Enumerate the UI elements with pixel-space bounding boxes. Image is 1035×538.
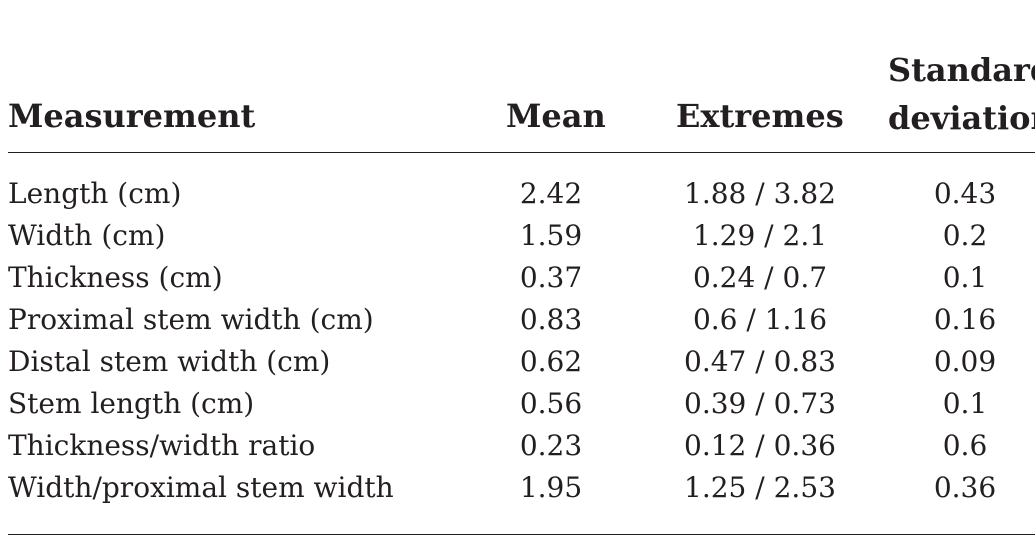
footer-rule [8, 534, 1035, 535]
cell-standard-deviation: 0.6 [942, 429, 988, 462]
cell-mean: 0.37 [519, 261, 583, 294]
cell-extremes: 0.6 / 1.16 [692, 303, 828, 336]
header-standard-deviation-line2: deviation [888, 99, 1035, 137]
cell-standard-deviation: 0.43 [933, 177, 997, 210]
cell-extremes: 0.12 / 0.36 [684, 429, 836, 462]
cell-standard-deviation: 0.09 [933, 345, 997, 378]
cell-measurement: Width/proximal stem width [8, 471, 394, 504]
cell-mean: 0.23 [519, 429, 583, 462]
cell-measurement: Thickness (cm) [8, 261, 223, 294]
table-row: Width/proximal stem width 1.95 1.25 / 2.… [0, 467, 1035, 509]
cell-measurement: Thickness/width ratio [8, 429, 316, 462]
cell-standard-deviation: 0.1 [942, 261, 988, 294]
cell-standard-deviation: 0.36 [933, 471, 997, 504]
cell-standard-deviation: 0.2 [942, 219, 988, 252]
cell-mean: 0.56 [519, 387, 583, 420]
cell-measurement: Proximal stem width (cm) [8, 303, 374, 336]
cell-measurement: Stem length (cm) [8, 387, 255, 420]
table-row: Stem length (cm) 0.56 0.39 / 0.73 0.1 [0, 383, 1035, 425]
cell-extremes: 1.88 / 3.82 [684, 177, 836, 210]
header-measurement: Measurement [8, 97, 256, 135]
cell-measurement: Width (cm) [8, 219, 166, 252]
cell-extremes: 1.29 / 2.1 [692, 219, 828, 252]
cell-extremes: 1.25 / 2.53 [684, 471, 836, 504]
header-extremes: Extremes [676, 97, 844, 135]
cell-mean: 1.95 [519, 471, 583, 504]
cell-mean: 2.42 [519, 177, 583, 210]
table-row: Proximal stem width (cm) 0.83 0.6 / 1.16… [0, 299, 1035, 341]
cell-standard-deviation: 0.16 [933, 303, 997, 336]
cell-extremes: 0.24 / 0.7 [692, 261, 828, 294]
table-row: Thickness (cm) 0.37 0.24 / 0.7 0.1 [0, 257, 1035, 299]
header-mean: Mean [506, 97, 606, 135]
cell-mean: 0.83 [519, 303, 583, 336]
table-row: Thickness/width ratio 0.23 0.12 / 0.36 0… [0, 425, 1035, 467]
table-row: Length (cm) 2.42 1.88 / 3.82 0.43 [0, 173, 1035, 215]
cell-measurement: Length (cm) [8, 177, 182, 210]
cell-extremes: 0.39 / 0.73 [684, 387, 836, 420]
cell-mean: 0.62 [519, 345, 583, 378]
table-body: Length (cm) 2.42 1.88 / 3.82 0.43 Width … [0, 173, 1035, 509]
cell-extremes: 0.47 / 0.83 [684, 345, 836, 378]
header-rule [8, 152, 1035, 153]
cell-standard-deviation: 0.1 [942, 387, 988, 420]
table-row: Width (cm) 1.59 1.29 / 2.1 0.2 [0, 215, 1035, 257]
cell-measurement: Distal stem width (cm) [8, 345, 331, 378]
table-row: Distal stem width (cm) 0.62 0.47 / 0.83 … [0, 341, 1035, 383]
cell-mean: 1.59 [519, 219, 583, 252]
